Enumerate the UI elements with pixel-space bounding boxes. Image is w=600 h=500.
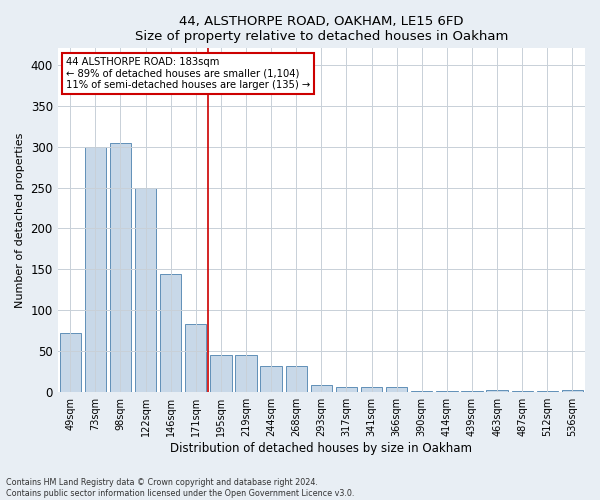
- Bar: [185, 324, 206, 392]
- Bar: [59, 334, 81, 392]
- Bar: [286, 366, 307, 392]
- Bar: [235, 356, 257, 392]
- Bar: [160, 274, 181, 392]
- Bar: [411, 390, 433, 392]
- Bar: [260, 366, 282, 392]
- Bar: [386, 388, 407, 392]
- Title: 44, ALSTHORPE ROAD, OAKHAM, LE15 6FD
Size of property relative to detached house: 44, ALSTHORPE ROAD, OAKHAM, LE15 6FD Siz…: [134, 15, 508, 43]
- Bar: [361, 388, 382, 392]
- Text: 44 ALSTHORPE ROAD: 183sqm
← 89% of detached houses are smaller (1,104)
11% of se: 44 ALSTHORPE ROAD: 183sqm ← 89% of detac…: [65, 57, 310, 90]
- Y-axis label: Number of detached properties: Number of detached properties: [15, 132, 25, 308]
- Bar: [311, 385, 332, 392]
- Bar: [336, 388, 357, 392]
- X-axis label: Distribution of detached houses by size in Oakham: Distribution of detached houses by size …: [170, 442, 472, 455]
- Bar: [110, 144, 131, 392]
- Bar: [135, 188, 156, 392]
- Bar: [487, 390, 508, 392]
- Bar: [562, 390, 583, 392]
- Bar: [210, 356, 232, 392]
- Bar: [85, 146, 106, 392]
- Text: Contains HM Land Registry data © Crown copyright and database right 2024.
Contai: Contains HM Land Registry data © Crown c…: [6, 478, 355, 498]
